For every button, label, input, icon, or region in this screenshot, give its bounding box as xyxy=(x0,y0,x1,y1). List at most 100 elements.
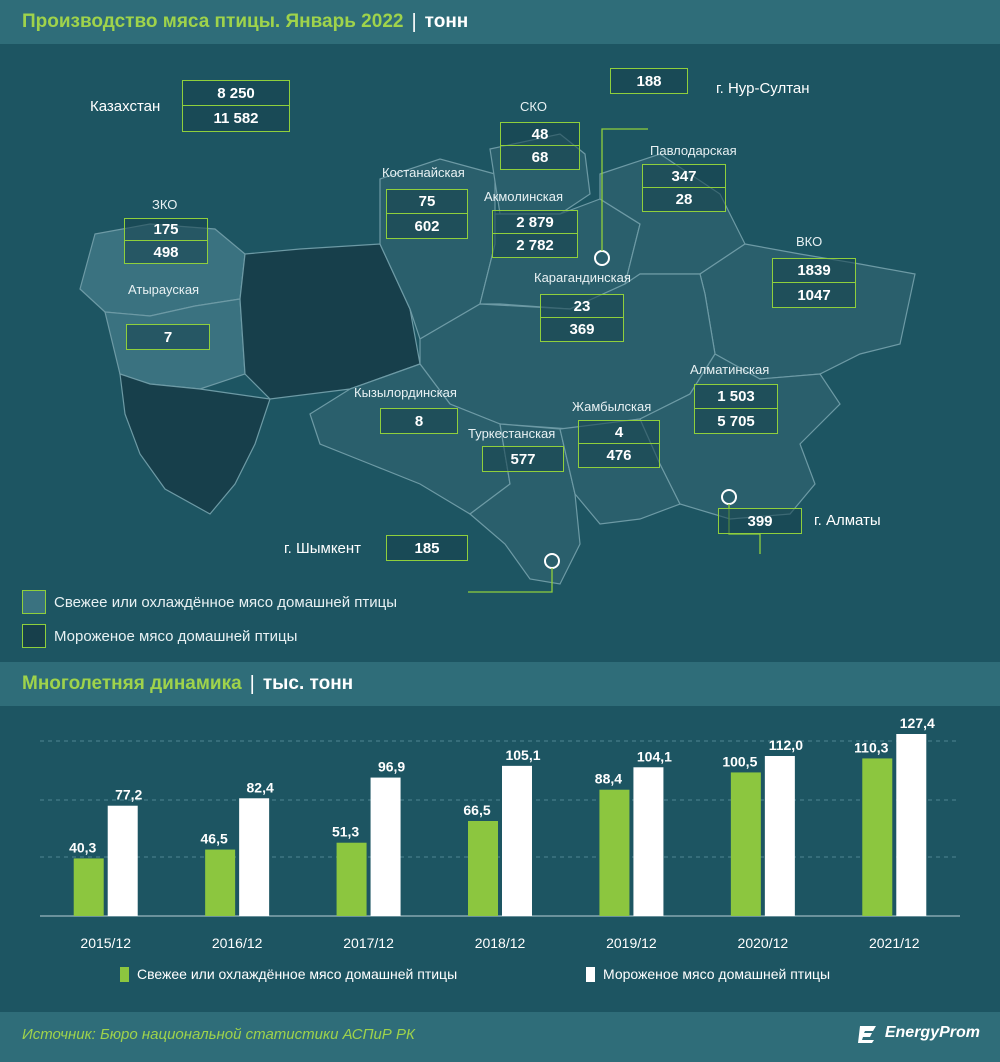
bar-frozen-2017-12 xyxy=(370,777,401,916)
vko-frozen: 1047 xyxy=(797,286,831,304)
bar-frozen-2019-12 xyxy=(633,767,664,916)
legend-fresh-label: Свежее или охлаждённое мясо домашней пти… xyxy=(54,593,398,611)
legend-frozen-swatch xyxy=(22,624,46,648)
sko-values: 48 68 xyxy=(500,122,580,170)
almaty-city-value: 399 xyxy=(718,508,802,534)
bar-frozen-2016-12 xyxy=(239,798,270,916)
pavlodar-frozen: 28 xyxy=(675,191,693,208)
x-tick-label: 2020/12 xyxy=(738,935,789,951)
zhambyl-values: 4 476 xyxy=(578,420,660,468)
zko-fresh: 175 xyxy=(125,219,207,241)
karaganda-values: 23 369 xyxy=(540,294,624,342)
zko-label: ЗКО xyxy=(152,197,178,212)
region-mangystau-shape xyxy=(119,373,271,515)
chart-unit: тыс. тонн xyxy=(262,673,354,694)
x-tick-label: 2019/12 xyxy=(606,935,657,951)
sko-label: СКО xyxy=(520,99,547,114)
bar-fresh-2020-12 xyxy=(730,772,761,916)
chart-panel: 40,3 77,2 2015/12 46,5 82,4 2016/12 51,3 96,9 20… xyxy=(0,706,1000,1012)
data-label: 110,3 xyxy=(854,739,888,755)
almaty-region-fresh: 1 503 xyxy=(695,385,777,409)
pavlodar-label: Павлодарская xyxy=(650,143,737,158)
chart-header: Многолетняя динамика | тыс. тонн xyxy=(0,662,1000,706)
zhambyl-label: Жамбылская xyxy=(572,399,652,414)
turkestan-value: 577 xyxy=(482,446,564,472)
chart-legend-frozen-swatch xyxy=(586,966,595,982)
zko-values: 175 498 xyxy=(124,218,208,264)
legend-fresh-swatch xyxy=(22,590,46,614)
chart-legend-fresh-label: Свежее или охлаждённое мясо домашней пти… xyxy=(137,966,458,982)
akmola-fresh: 2 879 xyxy=(493,211,577,234)
kostanay-frozen: 602 xyxy=(414,217,440,235)
region-almaty-shape xyxy=(639,353,841,520)
map-legend-fresh: Свежее или охлаждённое мясо домашней пти… xyxy=(22,590,397,614)
brand-logo: EnergyProm xyxy=(857,1022,980,1044)
data-label: 100,5 xyxy=(722,753,757,769)
zhambyl-frozen: 476 xyxy=(606,447,632,464)
pavlodar-values: 347 28 xyxy=(642,164,726,212)
bar-frozen-2020-12 xyxy=(764,756,795,916)
turkestan-label: Туркестанская xyxy=(468,426,556,441)
vko-values: 1839 1047 xyxy=(772,258,856,308)
x-tick-label: 2015/12 xyxy=(80,935,131,951)
karaganda-label: Карагандинская xyxy=(534,270,631,285)
chart-title-separator: | xyxy=(249,672,255,695)
title-separator: | xyxy=(411,10,417,33)
chart-legend-frozen: Мороженое мясо домашней птицы xyxy=(586,966,830,982)
atyrau-value: 7 xyxy=(126,324,210,350)
bar-chart: 40,3 77,2 2015/12 46,5 82,4 2016/12 51,3 96,9 20… xyxy=(40,715,960,951)
nur-sultan-leader xyxy=(601,128,648,251)
bar-fresh-2018-12 xyxy=(468,821,498,916)
map-title: Производство мяса птицы. Январь 2022 xyxy=(22,11,404,32)
chart-title: Многолетняя динамика xyxy=(22,673,242,694)
chart-legend-frozen-label: Мороженое мясо домашней птицы xyxy=(603,966,831,982)
data-label: 51,3 xyxy=(332,824,359,840)
vko-label: ВКО xyxy=(796,234,823,249)
kostanay-fresh: 75 xyxy=(387,190,467,214)
bar-frozen-2018-12 xyxy=(502,765,532,916)
data-label: 104,1 xyxy=(637,748,672,764)
map-unit: тонн xyxy=(424,11,469,32)
data-label: 127,4 xyxy=(900,715,935,731)
kazakhstan-label: Казахстан xyxy=(90,98,161,115)
shymkent-leader xyxy=(468,568,553,593)
bar-frozen-2015-12 xyxy=(107,805,138,916)
source-text: Источник: Бюро национальной статистики А… xyxy=(22,1026,415,1043)
bar-frozen-2021-12 xyxy=(896,734,927,916)
kostanay-label: Костанайская xyxy=(382,165,465,180)
bar-fresh-2017-12 xyxy=(336,842,367,916)
almaty-region-values: 1 503 5 705 xyxy=(694,384,778,434)
shymkent-value: 185 xyxy=(386,535,468,561)
akmola-frozen: 2 782 xyxy=(516,237,554,254)
source-bar: Источник: Бюро национальной статистики А… xyxy=(0,1012,1000,1062)
data-label: 88,4 xyxy=(595,771,622,787)
almaty-city-label: г. Алматы xyxy=(814,512,881,529)
akmola-label: Акмолинская xyxy=(484,189,564,204)
almaty-region-label: Алматинская xyxy=(690,362,770,377)
kyzylorda-label: Кызылординская xyxy=(354,385,457,400)
shymkent-label: г. Шымкент xyxy=(284,540,362,557)
almaty-region-frozen: 5 705 xyxy=(717,412,755,430)
pavlodar-fresh: 347 xyxy=(643,165,725,188)
vko-fresh: 1839 xyxy=(773,259,855,283)
atyrau-label: Атырауская xyxy=(128,282,200,297)
kostanay-values: 75 602 xyxy=(386,189,468,239)
data-label: 77,2 xyxy=(115,787,142,803)
map-legend-frozen: Мороженое мясо домашней птицы xyxy=(22,624,297,648)
nur-sultan-value: 188 xyxy=(610,68,688,94)
sko-fresh: 48 xyxy=(501,123,579,146)
zko-frozen: 498 xyxy=(153,243,179,261)
sko-frozen: 68 xyxy=(531,149,549,166)
akmola-values: 2 879 2 782 xyxy=(492,210,578,258)
data-label: 66,5 xyxy=(463,802,490,818)
karaganda-fresh: 23 xyxy=(541,295,623,318)
kyzylorda-value: 8 xyxy=(380,408,458,434)
data-label: 46,5 xyxy=(201,831,228,847)
map-panel: Казахстан 8 250 11 582 188 г. Нур-Султан… xyxy=(0,44,1000,662)
brand-name: EnergyProm xyxy=(884,1024,980,1041)
zhambyl-fresh: 4 xyxy=(579,421,659,444)
data-label: 105,1 xyxy=(505,747,540,763)
chart-legend: Свежее или охлаждённое мясо домашней пти… xyxy=(0,966,1000,996)
map-header: Производство мяса птицы. Январь 2022 | т… xyxy=(0,0,1000,44)
legend-frozen-label: Мороженое мясо домашней птицы xyxy=(54,627,298,645)
